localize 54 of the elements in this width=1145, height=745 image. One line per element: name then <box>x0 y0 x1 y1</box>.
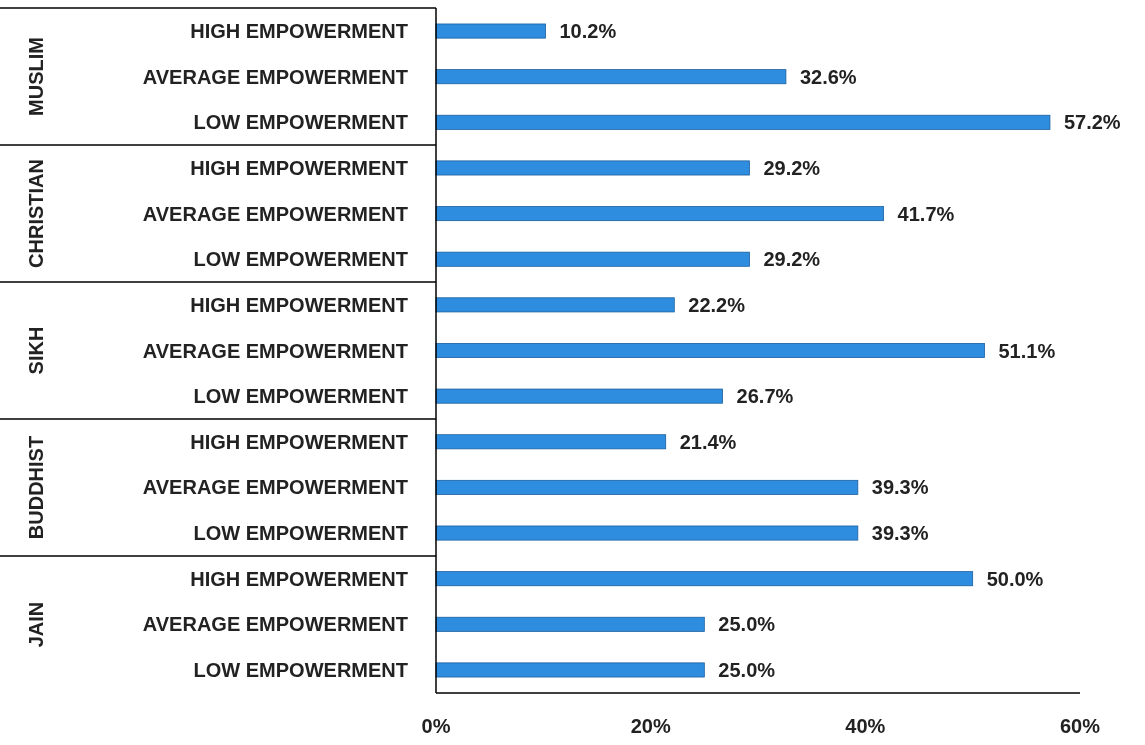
y-tick-label: HIGH EMPOWERMENT <box>190 293 408 316</box>
x-tick-label: 60% <box>1059 715 1101 737</box>
y-tick-label: AVERAGE EMPOWERMENT <box>142 476 408 499</box>
data-label: 39.3% <box>871 476 929 499</box>
bar <box>435 479 859 495</box>
text: MUSLIM <box>25 37 47 116</box>
data-label: 29.2% <box>763 248 821 271</box>
data-label: 32.6% <box>799 65 857 88</box>
y-tick-label: AVERAGE EMPOWERMENT <box>142 613 408 636</box>
data-label: 39.3% <box>871 522 929 545</box>
data-label: 57.2% <box>1063 111 1121 134</box>
bar <box>435 388 723 404</box>
text: BUDDHIST <box>25 435 47 540</box>
text: JAIN <box>25 601 47 648</box>
y-tick-label: LOW EMPOWERMENT <box>193 111 408 134</box>
data-label: 51.1% <box>998 339 1056 362</box>
bar <box>435 297 675 313</box>
data-label: 10.2% <box>559 20 617 43</box>
y-tick-label: HIGH EMPOWERMENT <box>190 20 408 43</box>
data-label: 25.0% <box>718 613 776 636</box>
data-label: 22.2% <box>688 293 746 316</box>
y-tick-label: HIGH EMPOWERMENT <box>190 156 408 179</box>
y-tick-label: LOW EMPOWERMENT <box>193 522 408 545</box>
data-label: 25.0% <box>718 658 776 681</box>
x-tick-label: 0% <box>421 715 451 737</box>
bar <box>435 434 667 450</box>
bar <box>435 69 787 85</box>
y-tick-label: AVERAGE EMPOWERMENT <box>142 202 408 225</box>
text: SIKH <box>25 326 47 375</box>
bar <box>435 343 985 358</box>
data-label: 26.7% <box>736 385 794 408</box>
data-label: 21.4% <box>679 430 737 453</box>
data-label: 29.2% <box>763 156 821 179</box>
y-tick-label: AVERAGE EMPOWERMENT <box>142 65 408 88</box>
bar <box>435 206 884 222</box>
bar <box>435 114 1051 130</box>
y-tick-label: AVERAGE EMPOWERMENT <box>142 339 408 362</box>
y-tick-label: LOW EMPOWERMENT <box>193 385 408 408</box>
text: CHRISTIAN <box>25 159 47 268</box>
data-label: 41.7% <box>897 202 955 225</box>
data-label: 50.0% <box>986 567 1044 590</box>
bar <box>435 662 705 678</box>
bar <box>435 616 705 632</box>
bar <box>435 160 750 176</box>
y-tick-label: HIGH EMPOWERMENT <box>190 567 408 590</box>
x-tick-label: 40% <box>845 715 886 737</box>
bar <box>435 525 859 541</box>
bar <box>435 571 974 587</box>
y-tick-label: LOW EMPOWERMENT <box>193 658 408 681</box>
x-tick-label: 20% <box>630 715 671 737</box>
bar <box>435 251 750 267</box>
y-tick-label: LOW EMPOWERMENT <box>193 248 408 271</box>
y-tick-label: HIGH EMPOWERMENT <box>190 430 408 453</box>
bar <box>435 23 546 39</box>
